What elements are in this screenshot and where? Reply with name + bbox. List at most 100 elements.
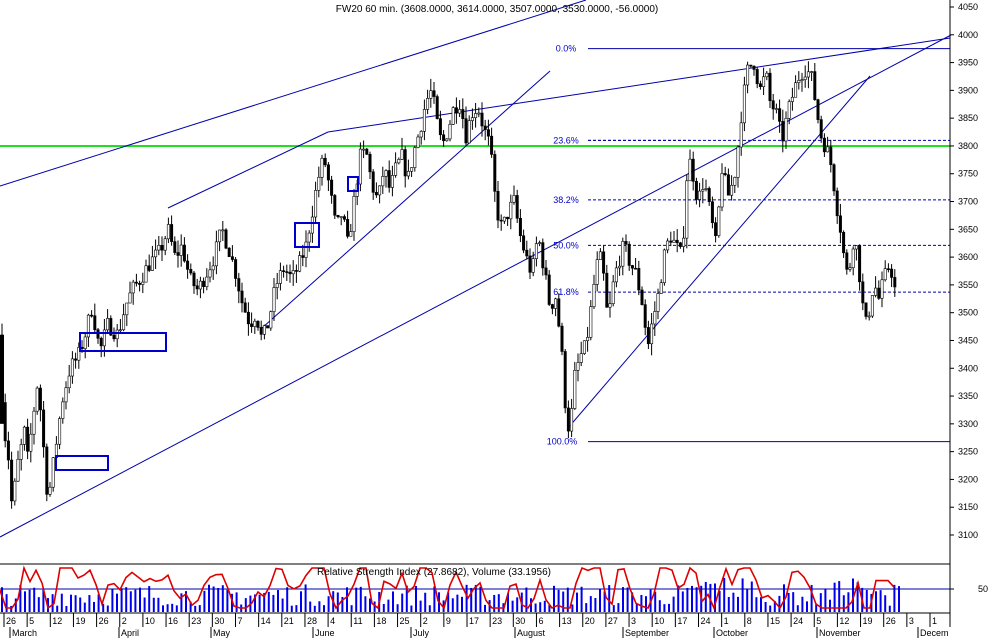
candle-body <box>694 180 698 200</box>
candle-body <box>826 146 830 153</box>
candle-body <box>621 241 625 267</box>
candle-body <box>323 157 327 166</box>
candle-body <box>138 282 142 285</box>
candle-body <box>205 276 209 287</box>
candle-body <box>835 190 839 217</box>
candle-body <box>739 122 743 148</box>
x-tick-label: 7 <box>238 616 243 626</box>
candle-body <box>285 271 289 273</box>
x-tick-label: 12 <box>52 616 62 626</box>
fib-level-label: 100.0% <box>547 437 578 447</box>
x-tick-label: 23 <box>492 616 502 626</box>
price-tick-label: 3500 <box>958 308 978 318</box>
trendline <box>567 75 871 429</box>
candle-body <box>134 281 138 284</box>
candle-body <box>749 64 753 67</box>
candle-body <box>192 272 196 287</box>
month-label: April <box>121 628 139 638</box>
candle-body <box>685 180 689 239</box>
price-tick-label: 3400 <box>958 363 978 373</box>
candle-body <box>365 148 369 155</box>
x-tick-label: 10 <box>654 616 664 626</box>
candle-body <box>70 358 74 377</box>
x-tick-label: 13 <box>562 616 572 626</box>
candle-body <box>387 170 391 188</box>
candle-body <box>867 315 871 318</box>
candle-body <box>275 283 279 288</box>
candle-body <box>451 107 455 125</box>
candle-body <box>528 255 532 273</box>
candle-body <box>874 287 878 296</box>
candle-body <box>400 149 404 160</box>
candle-body <box>163 238 167 251</box>
candle-body <box>333 195 337 216</box>
candle-body <box>371 171 375 193</box>
candle-body <box>832 164 836 192</box>
candle-body <box>358 148 362 185</box>
candle-body <box>518 217 522 237</box>
price-tick-label: 3700 <box>958 197 978 207</box>
candle-body <box>195 285 199 290</box>
annotation-box <box>347 176 359 192</box>
candle-body <box>384 170 388 177</box>
candle-body <box>541 242 545 269</box>
price-tick-label: 4050 <box>958 2 978 12</box>
candle-body <box>675 239 679 244</box>
price-tick-label: 3150 <box>958 502 978 512</box>
candle-body <box>790 96 794 102</box>
candle-body <box>93 315 97 331</box>
candle-body <box>346 219 350 237</box>
candle-body <box>224 229 228 249</box>
price-tick-label: 3950 <box>958 58 978 68</box>
x-tick-label: 16 <box>168 616 178 626</box>
candle-body <box>608 303 612 308</box>
candle-body <box>531 258 535 273</box>
candle-body <box>208 269 212 278</box>
x-tick-label: 24 <box>793 616 803 626</box>
x-tick-label: 19 <box>75 616 85 626</box>
candle-body <box>304 241 308 258</box>
candle-body <box>0 334 4 424</box>
candle-body <box>173 241 177 253</box>
candle-body <box>886 268 890 270</box>
annotation-box <box>79 332 167 352</box>
candle-body <box>595 259 599 285</box>
candle-body <box>374 192 378 196</box>
candle-body <box>368 154 372 173</box>
candle-body <box>141 281 145 285</box>
candle-body <box>330 179 334 196</box>
candle-body <box>490 135 494 155</box>
annotation-box <box>55 455 109 471</box>
price-tick-label: 3850 <box>958 113 978 123</box>
candle-body <box>394 162 398 176</box>
candle-body <box>150 256 154 271</box>
candle-body <box>643 304 647 328</box>
price-tick-label: 3600 <box>958 252 978 262</box>
candle-body <box>67 375 71 389</box>
candle-body <box>64 387 68 403</box>
candle-body <box>554 298 558 309</box>
candle-body <box>128 292 132 304</box>
candle-body <box>890 268 894 278</box>
annotation-box <box>294 222 320 248</box>
candle-body <box>858 245 862 283</box>
x-tick-label: 23 <box>191 616 201 626</box>
candle-body <box>154 249 158 258</box>
candle-body <box>198 280 202 290</box>
candle-body <box>378 185 382 196</box>
candle-body <box>416 136 420 148</box>
candle-body <box>493 154 497 192</box>
candle-body <box>42 409 46 448</box>
candle-body <box>282 270 286 273</box>
x-tick-label: 8 <box>747 616 752 626</box>
trendline <box>167 131 329 209</box>
candle-body <box>301 255 305 258</box>
x-tick-label: 1 <box>932 616 937 626</box>
candle-body <box>525 249 529 257</box>
candle-body <box>182 244 186 262</box>
candle-body <box>51 457 55 488</box>
candle-body <box>435 96 439 119</box>
candle-body <box>35 387 39 412</box>
candle-body <box>99 337 103 347</box>
